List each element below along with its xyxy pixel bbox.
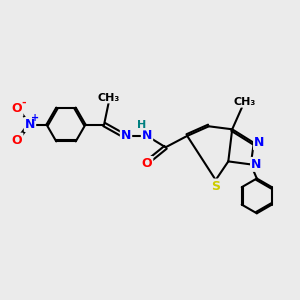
Text: N: N (251, 158, 261, 171)
Text: O: O (12, 134, 22, 147)
Text: CH₃: CH₃ (98, 92, 120, 103)
Text: N: N (121, 129, 131, 142)
Text: N: N (25, 118, 35, 131)
Text: -: - (22, 97, 26, 107)
Text: N: N (142, 129, 152, 142)
Text: N: N (254, 136, 264, 149)
Text: O: O (12, 102, 22, 116)
Text: H: H (137, 119, 146, 130)
Text: CH₃: CH₃ (234, 97, 256, 107)
Text: S: S (211, 179, 220, 193)
Text: +: + (31, 113, 40, 123)
Text: O: O (142, 157, 152, 170)
